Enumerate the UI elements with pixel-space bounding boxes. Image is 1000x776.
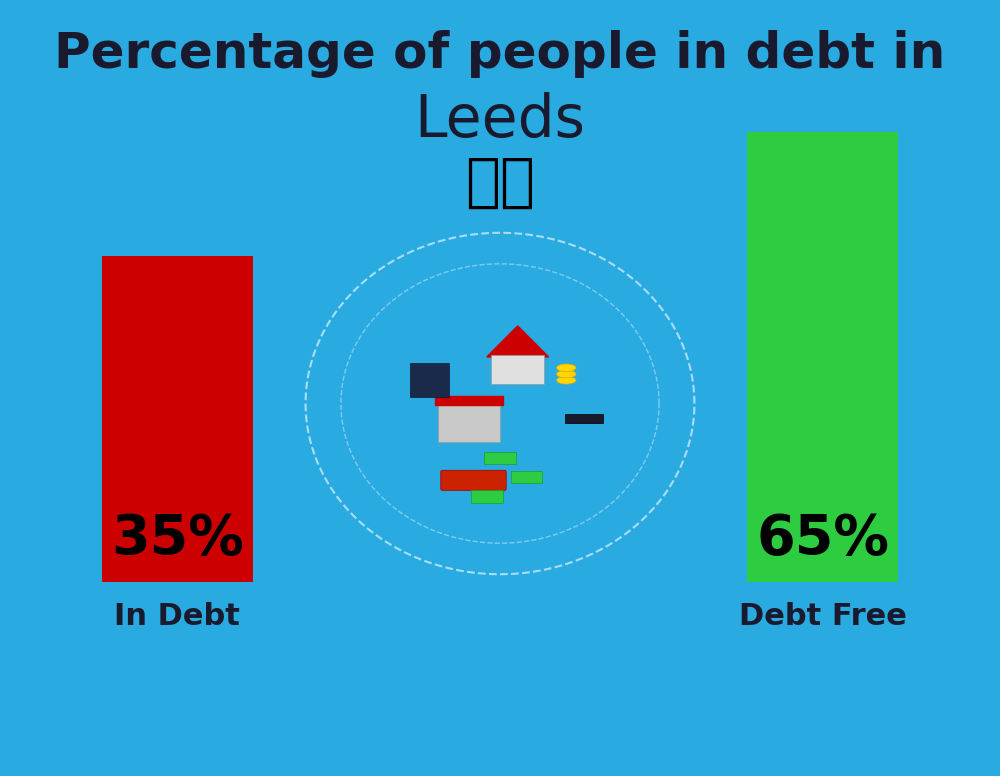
Ellipse shape [557, 376, 576, 384]
Text: 🇬🇧: 🇬🇧 [465, 154, 535, 211]
FancyBboxPatch shape [441, 470, 506, 490]
FancyBboxPatch shape [435, 396, 503, 405]
Text: In Debt: In Debt [114, 602, 240, 632]
FancyBboxPatch shape [565, 414, 603, 423]
FancyBboxPatch shape [747, 132, 898, 582]
Ellipse shape [557, 364, 576, 372]
FancyBboxPatch shape [484, 452, 516, 464]
Text: Debt Free: Debt Free [739, 602, 907, 632]
Text: 35%: 35% [111, 512, 244, 566]
Text: 65%: 65% [756, 512, 889, 566]
FancyBboxPatch shape [471, 490, 503, 503]
FancyBboxPatch shape [410, 363, 449, 397]
FancyBboxPatch shape [491, 355, 544, 384]
FancyBboxPatch shape [438, 404, 500, 442]
Text: Percentage of people in debt in: Percentage of people in debt in [54, 30, 946, 78]
FancyBboxPatch shape [511, 471, 542, 483]
Polygon shape [487, 326, 549, 357]
Ellipse shape [557, 370, 576, 378]
Text: Leeds: Leeds [415, 92, 586, 149]
FancyBboxPatch shape [102, 256, 253, 582]
